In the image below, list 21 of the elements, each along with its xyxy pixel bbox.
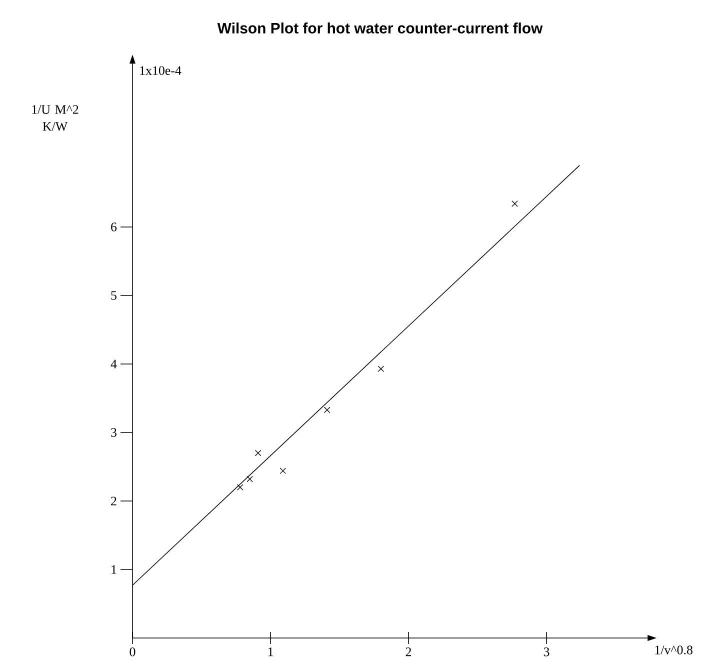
y-tick-label: 5 — [111, 291, 116, 300]
y-tick-label: 3 — [111, 428, 116, 437]
y-tick-label: 1 — [112, 565, 116, 574]
y-axis-title: 1/U M^2 K/W — [32, 105, 78, 131]
chart-title: Wilson Plot for hot water counter-current flow — [217, 22, 543, 34]
point — [512, 200, 518, 207]
y-tick-label: 4 — [110, 360, 117, 368]
point — [254, 450, 262, 456]
x-axis-title: 1/v^0.8 — [655, 646, 692, 654]
annotation: 1x10e-4 — [140, 66, 182, 75]
x-tick-label: 2 — [406, 648, 412, 656]
x-tick-label: 1 — [268, 648, 273, 656]
point — [324, 406, 330, 414]
point — [280, 468, 286, 474]
point — [246, 476, 253, 482]
x-tick-label: 3 — [544, 648, 550, 656]
y-tick-label: 2 — [111, 496, 116, 506]
point — [378, 366, 384, 372]
point — [236, 484, 244, 490]
x-tick-label: 0 — [130, 648, 136, 656]
y-tick-label: 6 — [111, 222, 117, 232]
